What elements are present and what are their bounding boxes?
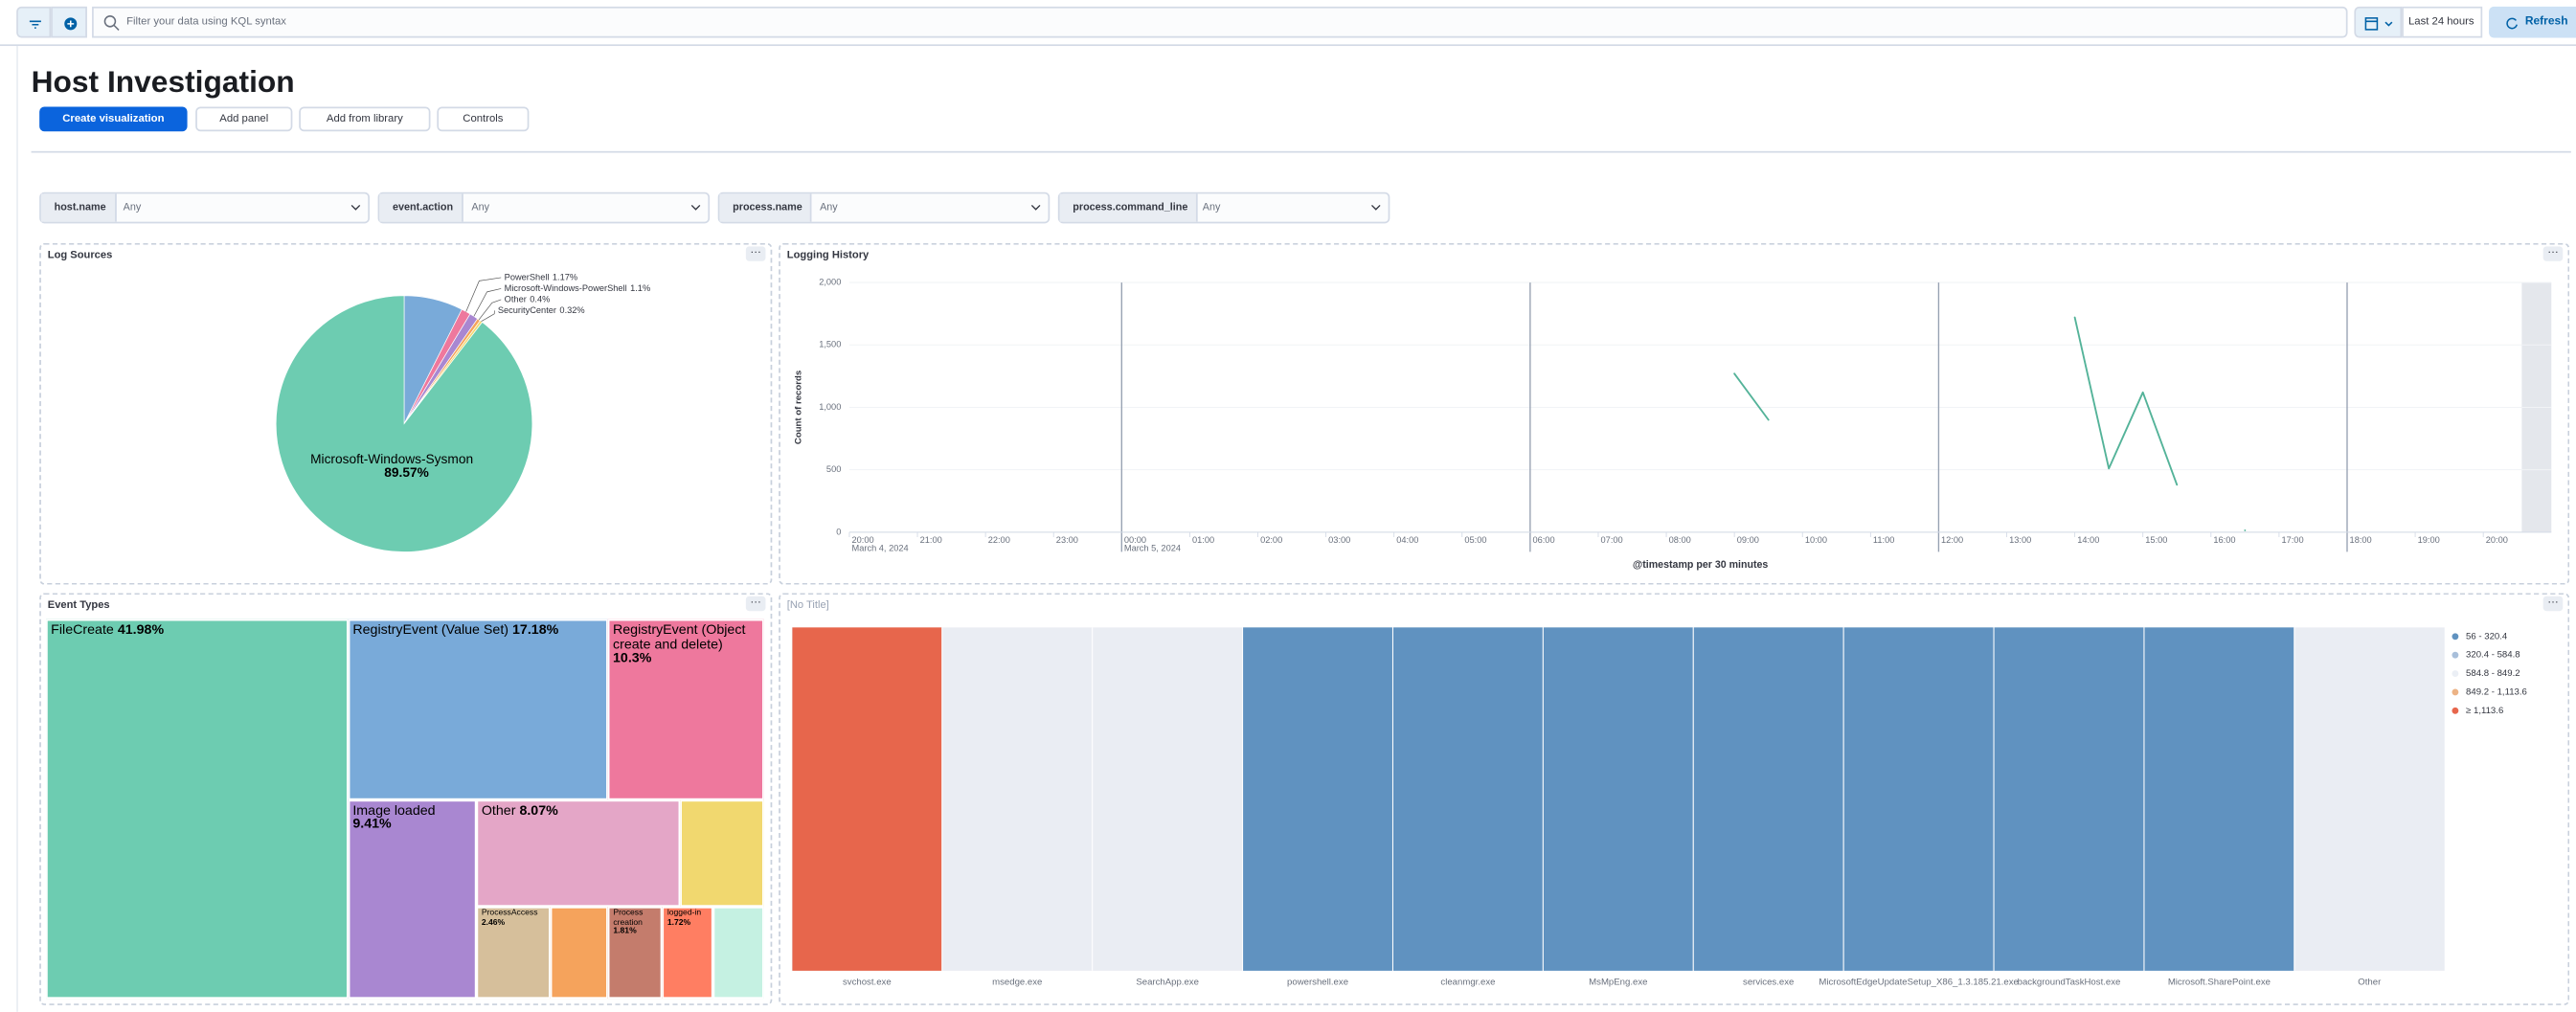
button-text: Add from library [326, 113, 403, 125]
filter-field: event.action [379, 193, 463, 222]
add-from-library-button[interactable]: Add from library [299, 106, 431, 132]
refresh-text: Refresh [2524, 16, 2568, 29]
tile-value: 8.07% [519, 800, 558, 818]
panel: [No Title] … [779, 593, 2570, 1005]
panel-options[interactable]: … [2542, 245, 2564, 261]
search-placeholder: Filter your data using KQL syntax [126, 16, 286, 29]
treemap-tile [550, 907, 609, 1000]
tile-label: ProcessAccess [481, 909, 538, 919]
divider [31, 150, 2571, 153]
panel-options[interactable]: … [745, 245, 766, 261]
control-filter[interactable]: host.name Any [39, 191, 371, 224]
refresh-button[interactable]: Refresh [2489, 6, 2576, 38]
panel-options[interactable]: … [2542, 595, 2564, 612]
panel-options[interactable]: … [745, 595, 766, 612]
button-text: Create visualization [62, 113, 165, 125]
treemap-tile: Process creation 1.81% [608, 907, 663, 1000]
panel-title: [No Title] [786, 599, 829, 612]
treemap-tile: Other 8.07% [476, 798, 681, 908]
filter-menu-button[interactable] [16, 6, 52, 38]
filter-field: process.name [719, 193, 813, 222]
filter-value: Any [471, 202, 489, 214]
panel-title: Logging History [786, 249, 870, 261]
treemap-tile: RegistryEvent (Value Set) 17.18% [348, 618, 608, 799]
page-title: Host Investigation [31, 63, 295, 99]
filter-value: Any [1202, 202, 1221, 214]
control-filter[interactable]: process.command_line Any [1057, 191, 1390, 224]
add-panel-button[interactable]: Add panel [195, 106, 293, 132]
tile-label: RegistryEvent (Object create and delete) [612, 620, 746, 652]
tile-value: 2.46% [481, 917, 506, 928]
filter-chevrons [350, 204, 1381, 211]
tile-value: 10.3% [612, 649, 652, 666]
filter-value: Any [820, 202, 838, 214]
panel-title: Log Sources [47, 249, 113, 261]
top-bar: Filter your data using KQL syntax Last 2… [0, 0, 2576, 47]
side-rule [16, 46, 18, 1012]
tile-label: Other [481, 800, 516, 818]
panel-title: Event Types [47, 599, 110, 612]
refresh-icon [2506, 17, 2518, 30]
treemap-tile: FileCreate 41.98% [46, 618, 349, 1000]
filter-value: Any [123, 202, 142, 214]
treemap-tile [713, 907, 764, 1000]
controls-button[interactable]: Controls [437, 106, 530, 132]
tile-value: 9.41% [352, 815, 392, 832]
search-icon [103, 15, 120, 31]
treemap-tile: logged-in 1.72% [662, 907, 714, 1000]
filter-icon [29, 20, 41, 29]
panel: Log Sources … [39, 242, 773, 585]
tile-value: 41.98% [117, 620, 165, 638]
time-range[interactable]: Last 24 hours [2402, 6, 2483, 38]
tile-label: Image loaded [352, 800, 436, 818]
filter-field: host.name [40, 193, 116, 222]
button-text: Controls [463, 113, 504, 125]
panel: Logging History … [779, 242, 2570, 585]
tile-value: 1.81% [613, 926, 637, 936]
tile-label: RegistryEvent (Value Set) [352, 620, 509, 638]
calendar-icon [2364, 17, 2393, 31]
tile-label: logged-in [667, 909, 702, 919]
control-filter[interactable]: event.action Any [377, 191, 711, 224]
treemap-tile: Image loaded 9.41% [348, 798, 477, 1000]
tile-value: 17.18% [512, 620, 559, 638]
tile-label: FileCreate [51, 620, 114, 638]
treemap-tile: ProcessAccess 2.46% [476, 907, 551, 1000]
create-visualization-button[interactable]: Create visualization [39, 106, 188, 132]
add-icon [64, 17, 78, 31]
search-bar[interactable]: Filter your data using KQL syntax [92, 6, 2348, 38]
tile-label: Process creation [613, 909, 644, 928]
button-text: Add panel [219, 113, 269, 125]
tile-value: 1.72% [667, 917, 691, 928]
time-range-text: Last 24 hours [2408, 16, 2474, 29]
date-quick-menu[interactable] [2354, 6, 2403, 38]
filter-field: process.command_line [1059, 193, 1198, 222]
treemap-tile: RegistryEvent (Object create and delete)… [607, 618, 764, 799]
add-filter-button[interactable] [51, 6, 87, 38]
control-filter[interactable]: process.name Any [717, 191, 1051, 224]
treemap-tile [680, 798, 764, 908]
